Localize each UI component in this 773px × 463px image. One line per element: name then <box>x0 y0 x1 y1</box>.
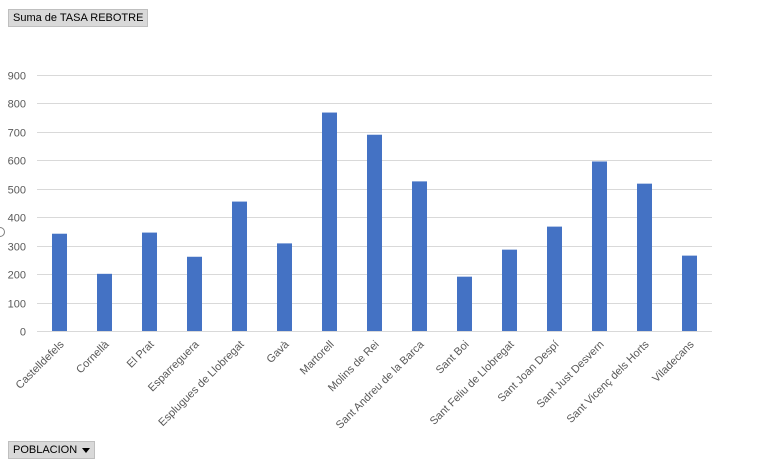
x-category-label: Sant Feliu de Llobregat <box>428 339 517 428</box>
y-tick-label: 200 <box>8 270 26 282</box>
bar[interactable] <box>682 255 697 331</box>
x-category-label: Sant Vicenç dels Horts <box>565 338 652 425</box>
axis-field-label: POBLACION <box>13 444 78 456</box>
x-category-label: Sant Andreu de la Barca <box>334 338 427 431</box>
bar[interactable] <box>502 249 517 331</box>
x-axis-labels: Castelldefels Cornellà El PratEsparreguera… <box>14 338 697 431</box>
axis-field-button[interactable]: POBLACION <box>8 441 96 459</box>
x-category-label: Sant Boi <box>434 339 472 377</box>
y-tick-label: 300 <box>8 242 26 254</box>
bar[interactable] <box>457 276 472 331</box>
y-tick-label: 700 <box>8 128 26 140</box>
value-field-label: Suma de TASA REBOTRE <box>13 12 144 24</box>
bar[interactable] <box>367 134 382 331</box>
x-category-label: Gavà <box>265 338 293 366</box>
bar[interactable] <box>592 161 607 331</box>
x-category-label: Castelldefels <box>14 338 67 391</box>
bar[interactable] <box>412 181 427 331</box>
y-tick-label: 800 <box>8 99 26 111</box>
bar[interactable] <box>637 183 652 331</box>
bar[interactable] <box>232 201 247 331</box>
bar[interactable] <box>52 233 67 331</box>
x-category-label: Martorell <box>298 339 337 378</box>
y-tick-label: 900 <box>8 71 26 83</box>
bar[interactable] <box>277 243 292 331</box>
y-axis-ticks: 0 100 200 300 400 500 600 700 800 900 <box>8 71 26 339</box>
bars <box>52 112 697 332</box>
x-category-label: Esplugues de Llobregat <box>156 339 246 429</box>
y-tick-label: 100 <box>8 299 26 311</box>
x-category-label: Viladecans <box>650 338 697 385</box>
y-tick-label: 600 <box>8 156 26 168</box>
x-category-label: Cornellà <box>74 338 112 376</box>
bar[interactable] <box>187 256 202 331</box>
y-tick-label: 0 <box>20 327 26 339</box>
x-category-label: El Prat <box>125 339 157 371</box>
bar[interactable] <box>322 112 337 332</box>
y-tick-label: 500 <box>8 185 26 197</box>
bar[interactable] <box>142 232 157 331</box>
dropdown-caret-icon[interactable] <box>82 447 91 453</box>
y-tick-label: 400 <box>8 213 26 225</box>
bar[interactable] <box>97 273 112 331</box>
value-field-button[interactable]: Suma de TASA REBOTRE <box>8 9 149 27</box>
bar[interactable] <box>547 226 562 331</box>
